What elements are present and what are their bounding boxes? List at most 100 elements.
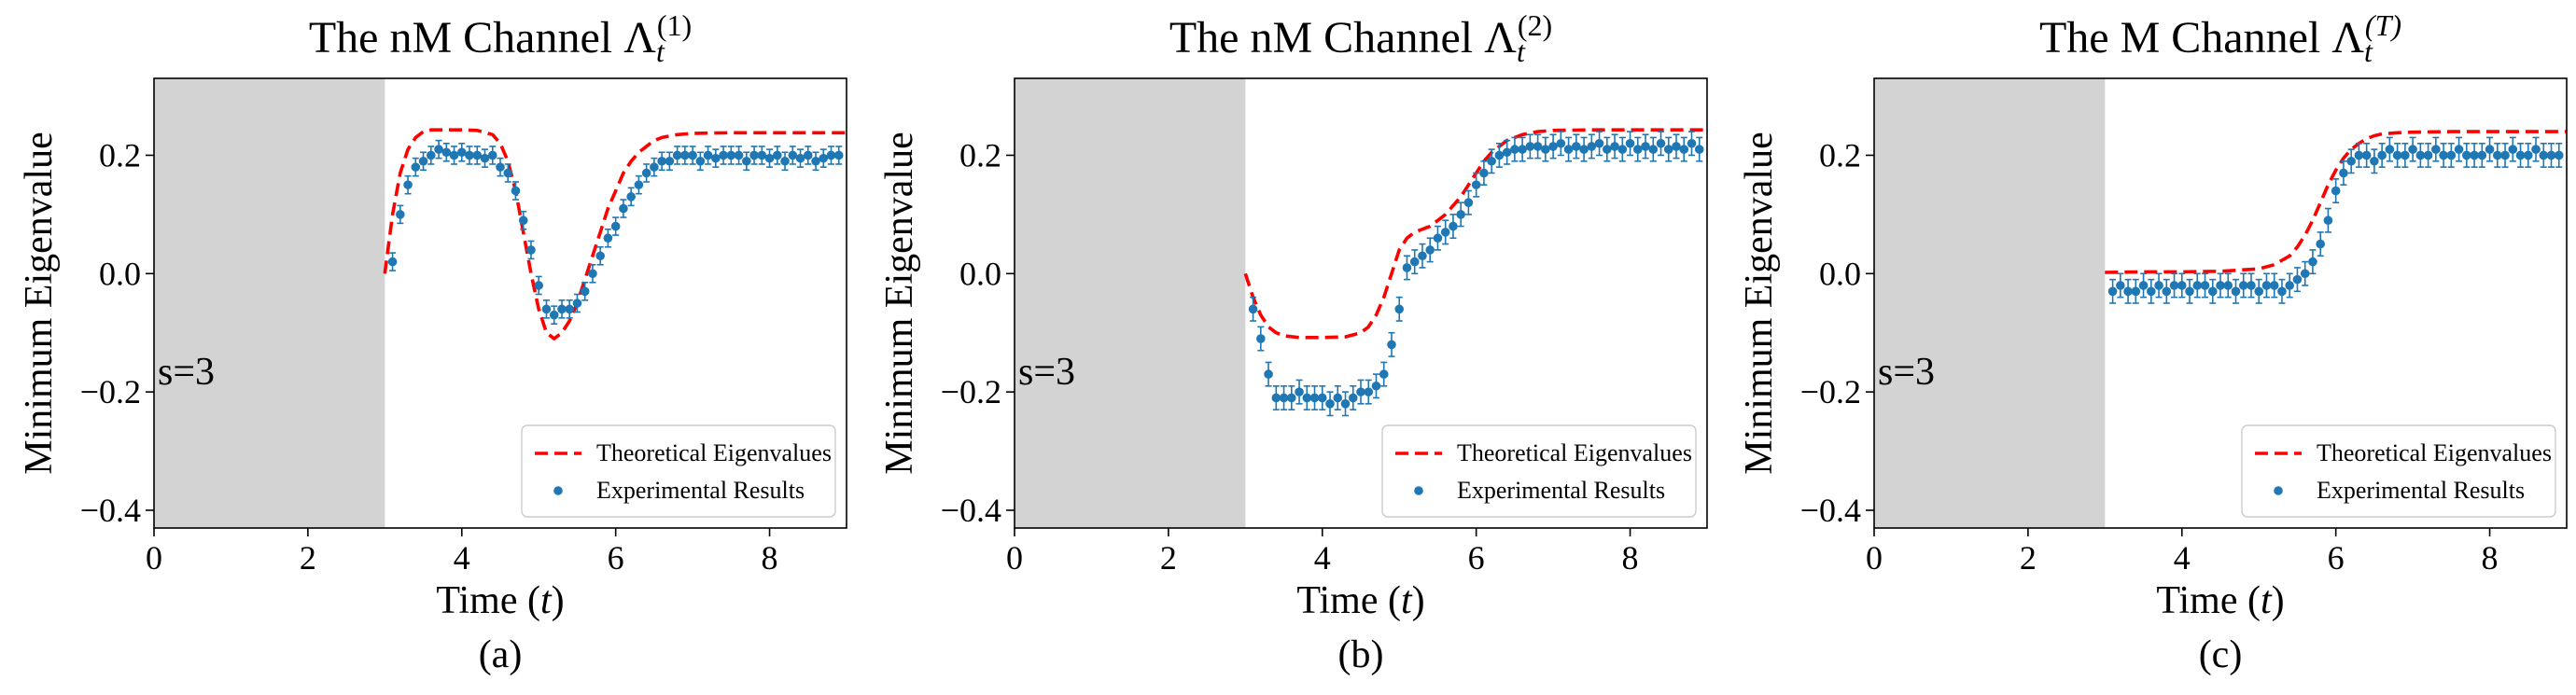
x-tick-label: 4 [1314, 539, 1331, 577]
experimental-results-series [387, 139, 844, 325]
experimental-point [2531, 145, 2541, 154]
experimental-point [1656, 138, 1666, 148]
experimental-point [1518, 145, 1527, 154]
experimental-point [619, 203, 628, 214]
experimental-point [396, 210, 405, 219]
experimental-point [610, 221, 621, 231]
x-tick-label: 2 [1160, 539, 1177, 577]
experimental-point [2177, 281, 2187, 290]
experimental-point [2254, 286, 2264, 297]
legend-experiment-swatch [2274, 486, 2283, 495]
experimental-point [2147, 286, 2156, 297]
experimental-point [449, 150, 459, 160]
experimental-point [1379, 369, 1389, 379]
experimental-point [1694, 145, 1704, 154]
experimental-point [726, 150, 736, 160]
experimental-point [2162, 286, 2172, 297]
shaded-region [1874, 78, 2106, 528]
experimental-point [688, 150, 697, 160]
experimental-point [742, 156, 751, 166]
legend: Theoretical Eigenvalues Experimental Resu… [1381, 424, 1697, 518]
experimental-point [826, 150, 836, 160]
experimental-point [2408, 145, 2417, 154]
experimental-point [496, 162, 505, 172]
experimental-point [1394, 304, 1405, 314]
experimental-point [695, 156, 706, 166]
experimental-point [1279, 393, 1289, 403]
experimental-point [2370, 156, 2379, 166]
shaded-region [154, 78, 385, 528]
legend: Theoretical Eigenvalues Experimental Resu… [2241, 424, 2556, 518]
experimental-point [2470, 150, 2479, 160]
shaded-region-label: s=3 [1018, 351, 1075, 394]
experimental-point [456, 147, 467, 158]
experimental-point [2454, 145, 2464, 154]
experimental-point [833, 150, 844, 160]
experimental-point [1371, 381, 1381, 391]
experimental-point [549, 310, 559, 320]
panel-caption: (a) [479, 633, 523, 676]
experimental-point [1440, 228, 1450, 237]
experimental-point [534, 281, 544, 290]
experimental-results-series [2107, 136, 2564, 304]
shaded-region-label: s=3 [1878, 351, 1935, 394]
x-axis-label: Time (t) [436, 579, 564, 622]
experimental-point [2131, 286, 2141, 297]
y-tick-label: 0.0 [99, 255, 141, 292]
panel-caption: (c) [2199, 633, 2243, 676]
experimental-point [441, 147, 452, 158]
experimental-point [2415, 150, 2426, 160]
experimental-point [2223, 281, 2233, 290]
experimental-point [2192, 281, 2203, 290]
experimental-point [526, 245, 536, 255]
experimental-point [2277, 286, 2287, 297]
experimental-point [1409, 257, 1420, 267]
experimental-point [1510, 145, 1519, 154]
legend-box [521, 424, 836, 518]
experimental-point [572, 299, 582, 308]
experimental-point [480, 153, 490, 163]
experimental-point [1449, 221, 1458, 231]
experimental-point [1594, 138, 1604, 148]
y-tick-label: 0.2 [1819, 136, 1861, 174]
experimental-point [1617, 145, 1628, 154]
experimental-point [2392, 150, 2402, 160]
experimental-point [2539, 150, 2549, 160]
chart-title: The nM Channel Λt(1) [309, 8, 692, 68]
shaded-region-label: s=3 [158, 351, 215, 394]
experimental-point [641, 168, 651, 178]
x-tick-label: 8 [2482, 539, 2499, 577]
experimental-point [650, 162, 659, 172]
experimental-point [811, 156, 820, 166]
experimental-point [2431, 145, 2441, 154]
legend-box [1381, 424, 1697, 518]
experimental-point [2493, 150, 2502, 160]
theoretical-eigenvalues-line [1243, 128, 1707, 340]
x-axis-label: Time (t) [2156, 579, 2284, 622]
y-tick-label: −0.2 [80, 373, 141, 410]
plot-frame [153, 77, 847, 529]
x-tick-label: 6 [608, 539, 624, 577]
experimental-point [434, 145, 443, 154]
experimental-point [2554, 150, 2564, 160]
plot-frame [1014, 77, 1708, 529]
experimental-point [2323, 215, 2333, 226]
experimental-point [2261, 281, 2272, 290]
experimental-point [1672, 142, 1681, 151]
experimental-point [2331, 186, 2341, 196]
experimental-point [1587, 142, 1597, 151]
experimental-point [1325, 399, 1335, 409]
legend-experiment-label: Experimental Results [2317, 477, 2525, 504]
y-tick-label: −0.4 [80, 492, 141, 529]
x-tick-label: 6 [1468, 539, 1485, 577]
experimental-point [711, 153, 721, 163]
experimental-point [2300, 269, 2310, 279]
experimental-point [1648, 145, 1659, 154]
x-tick-label: 0 [146, 539, 162, 577]
x-axis-label: Time (t) [1296, 579, 1424, 622]
experimental-point [2385, 145, 2395, 154]
experimental-point [411, 162, 421, 172]
experimental-point [2292, 274, 2303, 285]
experimental-point [1663, 145, 1673, 154]
y-tick-label: 0.0 [1819, 255, 1861, 292]
